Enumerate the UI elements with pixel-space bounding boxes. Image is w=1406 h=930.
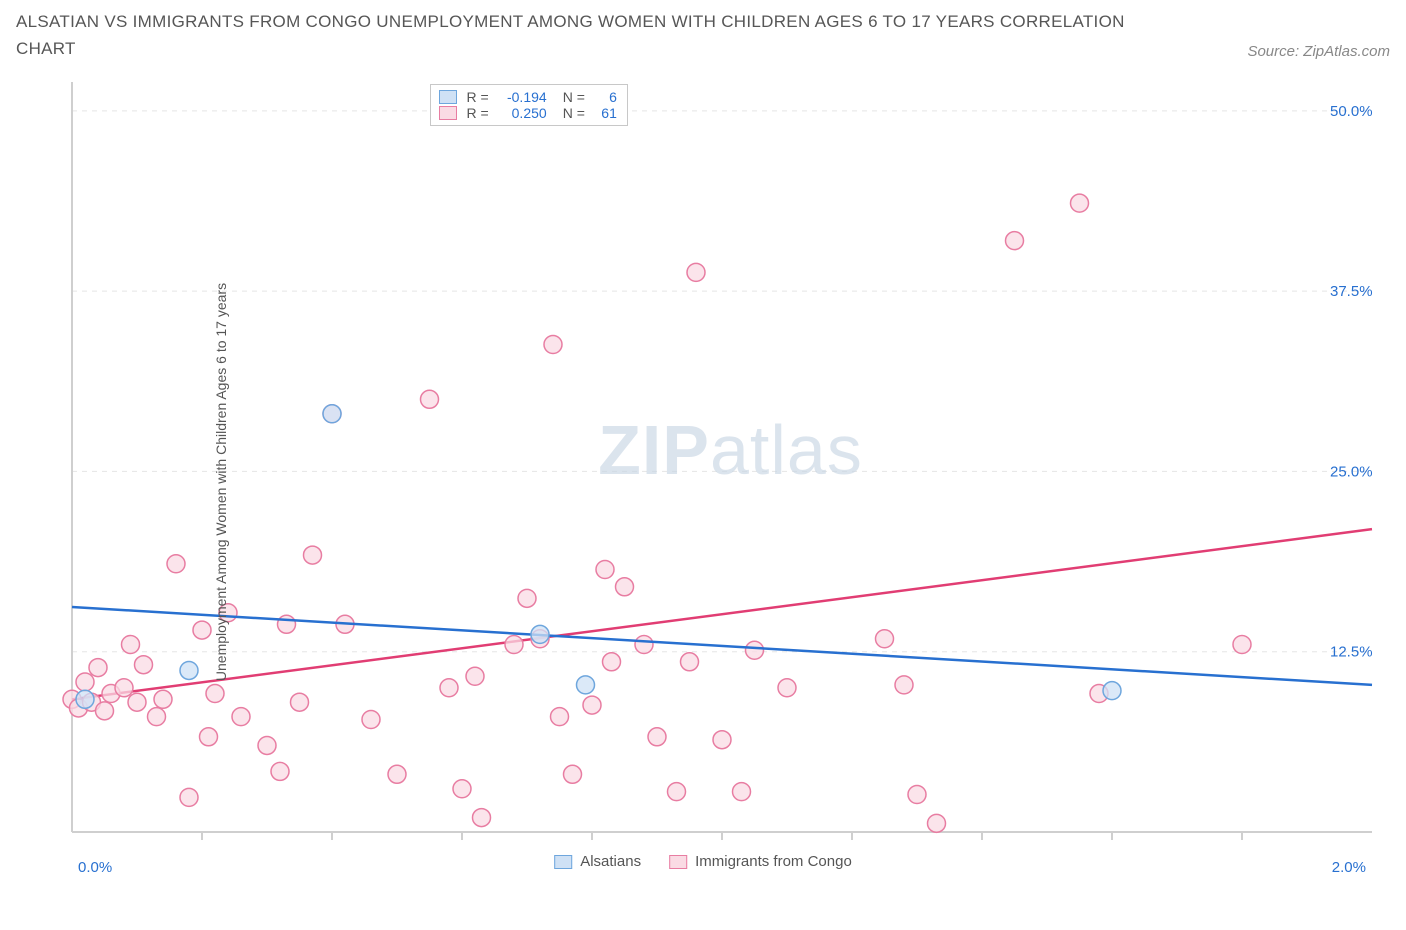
chart-container: Unemployment Among Women with Children A… <box>16 72 1390 892</box>
svg-text:12.5%: 12.5% <box>1330 644 1373 661</box>
svg-text:0.0%: 0.0% <box>78 859 112 876</box>
source-label: Source: ZipAtlas.com <box>1247 43 1390 62</box>
svg-text:2.0%: 2.0% <box>1332 859 1366 876</box>
y-axis-label: Unemployment Among Women with Children A… <box>213 283 229 681</box>
legend-item: Immigrants from Congo <box>669 853 852 870</box>
svg-text:50.0%: 50.0% <box>1330 103 1373 120</box>
chart-title: ALSATIAN VS IMMIGRANTS FROM CONGO UNEMPL… <box>16 8 1146 62</box>
legend-item: Alsatians <box>554 853 641 870</box>
legend-row: R =0.250N =61 <box>439 105 617 121</box>
correlation-legend: R =-0.194N =6R =0.250N =61 <box>430 84 628 126</box>
series-legend: Alsatians Immigrants from Congo <box>554 853 852 870</box>
svg-text:25.0%: 25.0% <box>1330 464 1373 481</box>
legend-row: R =-0.194N =6 <box>439 89 617 105</box>
svg-text:37.5%: 37.5% <box>1330 284 1373 301</box>
